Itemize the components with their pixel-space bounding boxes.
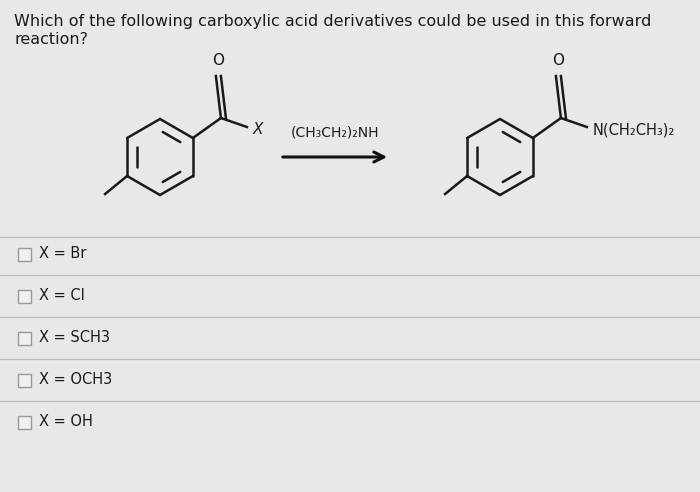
Text: O: O: [212, 53, 224, 68]
Text: N(CH₂CH₃)₂: N(CH₂CH₃)₂: [593, 123, 676, 137]
Text: X = OCH3: X = OCH3: [39, 372, 112, 388]
Text: X = SCH3: X = SCH3: [39, 331, 110, 345]
Text: X = OH: X = OH: [39, 414, 93, 430]
Bar: [18, 247, 31, 260]
Bar: [18, 373, 31, 387]
Text: Which of the following carboxylic acid derivatives could be used in this forward: Which of the following carboxylic acid d…: [14, 14, 652, 29]
Text: X: X: [253, 123, 263, 137]
Text: X = Cl: X = Cl: [39, 288, 85, 304]
Bar: [18, 416, 31, 429]
Text: (CH₃CH₂)₂NH: (CH₃CH₂)₂NH: [290, 125, 379, 139]
Bar: [18, 332, 31, 344]
Text: reaction?: reaction?: [14, 32, 88, 47]
Text: O: O: [552, 53, 564, 68]
Text: X = Br: X = Br: [39, 246, 86, 262]
Bar: [18, 289, 31, 303]
